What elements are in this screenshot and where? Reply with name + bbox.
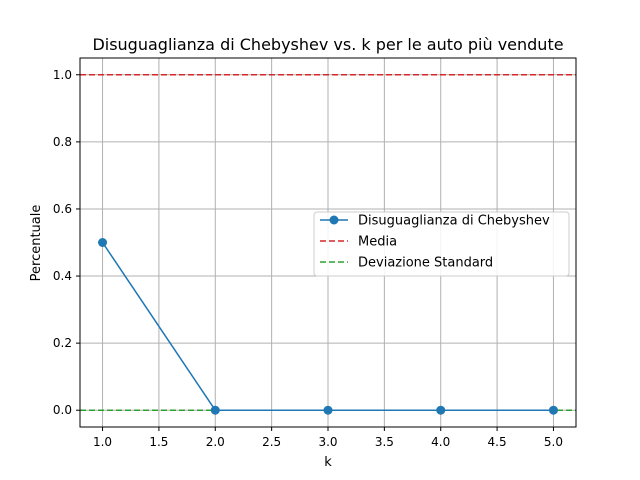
legend-box [313,211,570,277]
x-tick-label: 1.5 [149,435,168,449]
y-tick-label: 0.8 [53,135,72,149]
x-tick-label: 3.0 [318,435,337,449]
legend-marker [329,215,339,225]
y-tick-label: 0.0 [53,403,72,417]
x-axis-ticks: 1.0 1.5 2.0 2.5 3.0 3.5 4.0 4.5 5.0 [93,427,563,449]
x-tick-label: 4.5 [488,435,507,449]
chart-title: Disuguaglianza di Chebyshev vs. k per le… [92,35,563,54]
y-tick-label: 1.0 [53,68,72,82]
data-point [323,405,333,415]
data-point [98,238,108,247]
data-point [210,405,220,415]
y-tick-label: 0.4 [53,269,72,283]
legend-label: Deviazione Standard [358,256,493,271]
legend: Disuguaglianza di Chebyshev Media Deviazio… [313,211,570,277]
y-axis-ticks: 0.0 0.2 0.4 0.6 0.8 1.0 [53,68,80,417]
x-tick-label: 2.0 [206,435,225,449]
x-tick-label: 4.0 [431,435,450,449]
data-point [548,405,558,415]
y-axis-label: Percentuale [29,205,44,282]
y-tick-label: 0.6 [53,202,72,216]
legend-label: Media [358,235,397,250]
data-point [436,405,446,415]
y-tick-label: 0.2 [53,336,72,350]
series-lines [98,238,558,415]
x-tick-label: 3.5 [375,435,394,449]
legend-label: Disuguaglianza di Chebyshev [358,214,550,229]
x-tick-label: 5.0 [544,435,563,449]
x-tick-label: 2.5 [262,435,281,449]
x-axis-label: k [324,455,332,470]
x-tick-label: 1.0 [93,435,112,449]
